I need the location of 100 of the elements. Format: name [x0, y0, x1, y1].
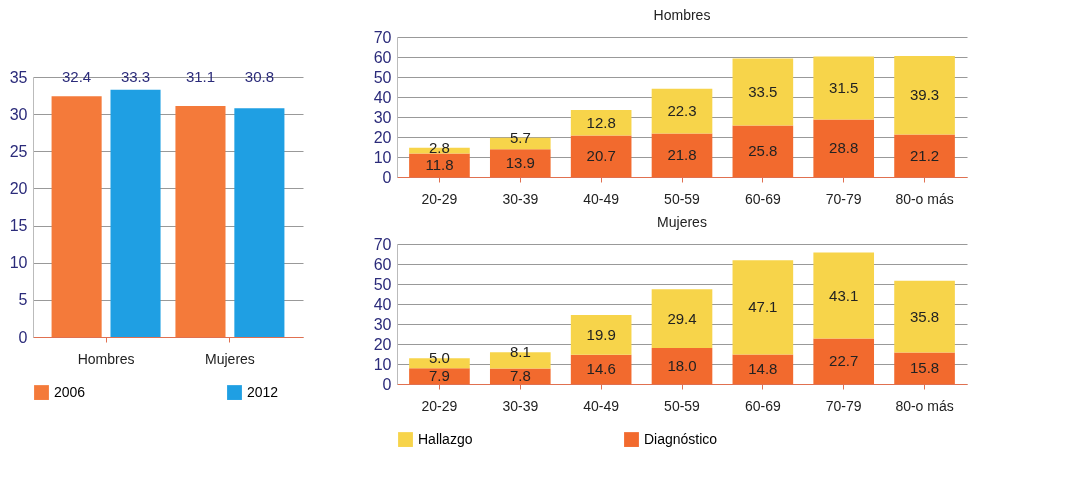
bar [894, 134, 955, 177]
data-label: 12.8 [586, 113, 616, 131]
data-label: 25.8 [748, 142, 778, 160]
bar [813, 338, 875, 384]
y-tick-label: 60 [373, 48, 392, 66]
y-tick-label: 30 [373, 108, 392, 126]
data-label: 8.1 [509, 343, 531, 361]
y-tick-label: 40 [373, 295, 392, 313]
data-label: 13.9 [505, 154, 535, 172]
data-label: 14.6 [586, 360, 616, 378]
bar [894, 352, 955, 384]
data-label: 35.8 [909, 307, 940, 325]
x-tick-label: 50-59 [664, 190, 701, 207]
bar [732, 354, 794, 384]
bar [110, 89, 161, 337]
bar [651, 133, 713, 177]
data-label: 2.8 [429, 138, 450, 156]
y-tick-label: 10 [9, 254, 28, 272]
y-tick-label: 30 [9, 105, 28, 123]
bar [489, 149, 551, 177]
data-label: 22.3 [667, 102, 697, 120]
bar [732, 125, 794, 177]
data-label: 18.0 [667, 357, 697, 374]
bar [651, 88, 713, 134]
x-tick-label: 60-69 [744, 190, 781, 207]
bar [894, 56, 955, 135]
y-tick-label: 50 [373, 68, 392, 86]
x-tick-label: 80-o más [895, 397, 954, 414]
y-tick-label: 10 [373, 355, 392, 373]
data-label: 7.9 [429, 367, 450, 385]
bar [732, 58, 794, 126]
data-label: 15.8 [909, 359, 940, 377]
bar [570, 315, 632, 355]
data-label: 11.8 [425, 156, 454, 174]
data-label: 31.5 [829, 78, 859, 96]
bar [234, 108, 285, 337]
data-label: 29.4 [667, 309, 697, 327]
bar [894, 280, 955, 353]
data-label: 14.8 [748, 360, 778, 378]
x-tick-label: 20-29 [421, 190, 458, 207]
x-tick-label: 70-79 [825, 397, 862, 414]
data-label: 20.7 [586, 147, 616, 165]
x-tick-label: 20-29 [421, 397, 458, 414]
data-label: 7.8 [509, 367, 531, 385]
y-tick-label: 70 [373, 235, 392, 253]
y-tick-label: 20 [373, 335, 392, 353]
y-tick-label: 0 [382, 375, 392, 393]
legend-label: Diagnóstico [644, 430, 718, 447]
x-tick-label: 50-59 [664, 397, 701, 414]
data-label: 32.4 [62, 68, 92, 85]
y-tick-label: 30 [373, 315, 392, 333]
bar [570, 110, 632, 136]
data-label: 28.8 [829, 139, 859, 157]
y-tick-label: 50 [373, 275, 392, 293]
legend-label: Hallazgo [418, 430, 473, 447]
y-tick-label: 5 [18, 291, 28, 309]
y-tick-label: 20 [373, 128, 392, 146]
bar [732, 260, 794, 355]
y-tick-label: 10 [373, 148, 392, 166]
data-label: 19.9 [586, 325, 616, 343]
x-tick-label: 30-39 [502, 190, 539, 207]
data-label: 5.0 [429, 349, 450, 367]
legend-label: 2006 [54, 383, 86, 400]
data-label: 30.8 [244, 68, 274, 85]
bar [651, 289, 713, 348]
y-tick-label: 60 [373, 255, 392, 273]
x-tick-label: 80-o más [895, 190, 954, 207]
bar [813, 119, 875, 177]
bar [409, 368, 470, 384]
x-tick-label: 30-39 [502, 397, 539, 414]
y-tick-label: 35 [9, 68, 28, 86]
y-tick-label: 70 [373, 28, 392, 46]
x-tick-label: 40-49 [583, 190, 620, 207]
bar [813, 252, 875, 339]
y-tick-label: 20 [9, 179, 28, 197]
x-tick-label: 40-49 [583, 397, 620, 414]
bar [651, 348, 713, 384]
y-tick-label: 15 [9, 217, 28, 235]
bar [409, 153, 470, 177]
data-label: 43.1 [829, 286, 859, 304]
y-tick-label: 25 [9, 142, 28, 160]
y-tick-label: 0 [382, 168, 392, 186]
data-label: 31.1 [185, 68, 216, 85]
data-label: 22.7 [829, 352, 859, 370]
bar [570, 354, 632, 384]
data-label: 33.5 [748, 82, 778, 100]
data-label: 21.2 [909, 146, 940, 164]
bar [813, 56, 875, 120]
chart-title: Mujeres [657, 214, 707, 230]
x-tick-label: 70-79 [825, 190, 862, 207]
bar [489, 368, 551, 384]
y-tick-label: 0 [18, 328, 28, 346]
chart-title: Hombres [653, 7, 711, 23]
data-label: 33.3 [120, 68, 151, 85]
x-tick-label: 60-69 [744, 397, 781, 414]
bar [175, 105, 226, 337]
legend-label: 2012 [247, 383, 279, 400]
y-tick-label: 40 [373, 88, 392, 106]
data-label: 47.1 [748, 298, 778, 316]
data-label: 39.3 [909, 86, 940, 104]
